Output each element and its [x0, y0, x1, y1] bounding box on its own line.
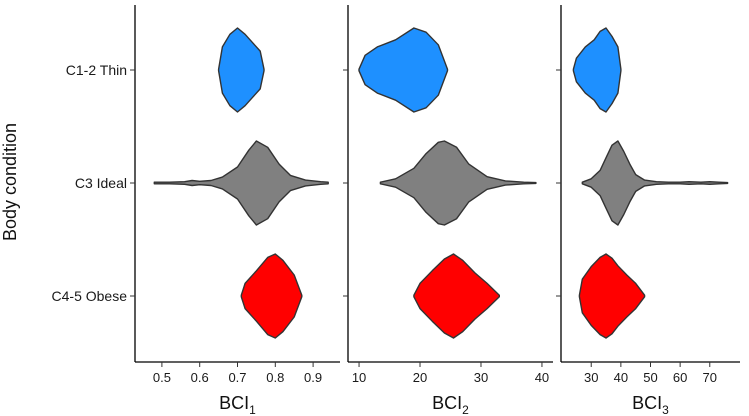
x-tick-label: 40 [614, 370, 628, 385]
x-tick-label: 0.5 [153, 370, 171, 385]
violin-c3-ideal [153, 140, 329, 226]
x-tick-label: 30 [474, 370, 488, 385]
x-tick-label: 0.9 [304, 370, 322, 385]
x-tick-label: 20 [413, 370, 427, 385]
y-tick-label: C1-2 Thin [66, 62, 127, 78]
x-tick-label: 50 [643, 370, 657, 385]
violin-c4-5-obese [413, 253, 500, 339]
x-axis-title-subscript: 1 [249, 403, 256, 416]
x-tick-label: 70 [703, 370, 717, 385]
x-tick-label: 40 [535, 370, 549, 385]
violin-c1-2-thin [217, 27, 265, 113]
x-axis-title: BCI1 [219, 393, 256, 416]
x-tick-label: 30 [584, 370, 598, 385]
y-tick-label: C3 Ideal [75, 175, 127, 191]
y-axis-title: Body condition [0, 123, 20, 241]
panel-1: 0.5 0.6 0.7 0.8 0.9 BCI1 [130, 5, 340, 416]
x-axis-title-base: BCI [432, 393, 462, 413]
y-tick-label: C4-5 Obese [52, 288, 128, 304]
x-axis-title-subscript: 3 [662, 403, 669, 416]
x-tick-label: 0.8 [266, 370, 284, 385]
x-axis-title: BCI3 [632, 393, 669, 416]
x-tick-label: 0.7 [228, 370, 246, 385]
x-axis-title: BCI2 [432, 393, 469, 416]
panel-3: 30 40 50 60 70 BCI3 [556, 5, 740, 416]
violin-c1-2-thin [358, 27, 449, 113]
violin-c3-ideal [581, 140, 729, 226]
violin-c4-5-obese [240, 253, 303, 339]
violin-c4-5-obese [578, 253, 646, 339]
violin-c3-ideal [379, 140, 537, 226]
x-axis-title-subscript: 2 [462, 403, 469, 416]
y-category-labels: C1-2 Thin C3 Ideal C4-5 Obese [52, 62, 128, 304]
x-tick-label: 10 [352, 370, 366, 385]
violin-c1-2-thin [572, 27, 622, 113]
x-axis-title-base: BCI [219, 393, 249, 413]
x-tick-label: 0.6 [191, 370, 209, 385]
x-tick-label: 60 [673, 370, 687, 385]
x-axis-title-base: BCI [632, 393, 662, 413]
panel-2: 10 20 30 40 BCI2 [343, 5, 553, 416]
